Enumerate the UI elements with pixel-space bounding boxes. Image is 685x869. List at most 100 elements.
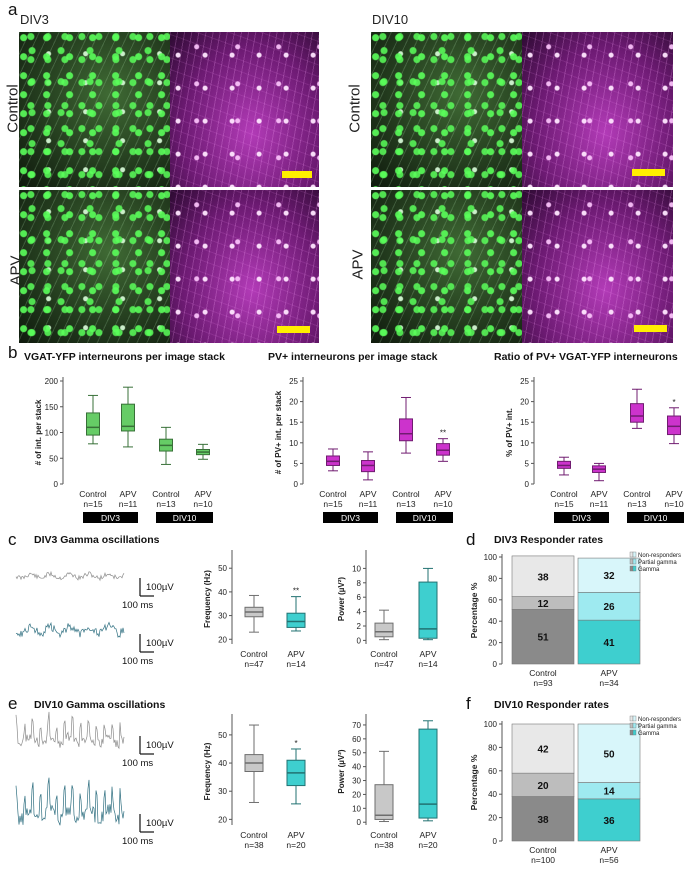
scale-bar-time: 100 ms xyxy=(122,758,153,769)
legend-swatch xyxy=(632,729,637,736)
x-group-label: Control xyxy=(240,649,268,659)
bar-segment-gamma xyxy=(577,798,641,842)
y-tick-label: 20 xyxy=(488,639,497,648)
bar-segment-non xyxy=(577,723,641,783)
significance-star: * xyxy=(294,739,297,748)
legend-label: Non-responders xyxy=(638,717,681,723)
legend-label: Partial gamma xyxy=(638,724,677,730)
x-group-n: n=34 xyxy=(599,678,618,688)
y-tick-label: 8 xyxy=(357,579,362,588)
y-tick-label: 80 xyxy=(488,743,497,752)
x-group-label: APV xyxy=(287,830,304,840)
x-group-n: n=11 xyxy=(590,499,609,509)
micrograph-div3-control-yfp xyxy=(19,32,170,187)
y-tick-label: 30 xyxy=(352,777,361,786)
y-axis-label: % of PV+ int. xyxy=(505,408,514,457)
y-tick-label: 20 xyxy=(352,790,361,799)
y-tick-label: 5 xyxy=(294,459,299,468)
subplot-title: VGAT-YFP interneurons per image stack xyxy=(24,351,225,363)
panel-d-chart: 0 20 40 60 80 100 Percentage % 51 12 38 Controln=9… xyxy=(469,551,681,688)
bar-segment-label: 41 xyxy=(603,638,615,649)
x-group-label: Control xyxy=(240,830,268,840)
y-tick-label: 70 xyxy=(352,721,361,730)
micrograph-div3-apv-yfp xyxy=(19,190,170,343)
col-label-div3: DIV3 xyxy=(20,12,49,27)
legend-swatch xyxy=(629,722,634,729)
y-tick-label: 50 xyxy=(49,454,58,463)
box xyxy=(436,443,450,456)
y-tick-label: 0 xyxy=(525,480,530,489)
x-group-n: n=38 xyxy=(244,840,263,850)
bar-segment-gamma xyxy=(511,796,575,842)
x-group-n: n=10 xyxy=(433,499,452,509)
legend-label: Non-responders xyxy=(638,553,681,559)
legend-swatch xyxy=(632,722,637,729)
y-axis-label: Percentage % xyxy=(469,582,479,638)
y-tick-label: 30 xyxy=(218,612,227,621)
trace-apv xyxy=(15,621,125,639)
y-tick-label: 25 xyxy=(289,377,298,386)
scale-bar-voltage: 100µV xyxy=(146,818,174,829)
x-group-label: Control xyxy=(370,649,398,659)
y-tick-label: 0 xyxy=(54,480,59,489)
y-tick-label: 40 xyxy=(488,617,497,626)
box xyxy=(374,622,394,638)
micrograph-div3-apv-pv xyxy=(170,190,319,343)
micrograph-div10-control-yfp xyxy=(371,32,522,187)
y-tick-label: 80 xyxy=(488,574,497,583)
significance-star: * xyxy=(672,398,675,407)
y-tick-label: 20 xyxy=(218,815,227,824)
x-group-label: Control xyxy=(529,668,557,678)
bar-segment-label: 14 xyxy=(603,787,615,798)
legend-swatch xyxy=(629,558,634,565)
y-tick-label: 10 xyxy=(352,564,361,573)
x-group-label: Control xyxy=(152,489,180,499)
box xyxy=(418,728,438,819)
legend-swatch xyxy=(629,565,634,572)
scale-bar xyxy=(277,326,310,333)
y-tick-label: 50 xyxy=(352,749,361,758)
scale-bar xyxy=(632,169,665,176)
div-badge-label: DIV3 xyxy=(101,513,120,523)
y-tick-label: 0 xyxy=(493,660,498,669)
bar-segment-non xyxy=(511,723,575,774)
panel-label-c: c xyxy=(8,530,17,549)
x-group-n: n=15 xyxy=(554,499,573,509)
bar-segment-label: 50 xyxy=(603,749,615,760)
panel-c-title: DIV3 Gamma oscillations xyxy=(34,534,160,546)
x-group-n: n=13 xyxy=(627,499,646,509)
bar-segment-label: 38 xyxy=(537,572,549,583)
box xyxy=(418,581,438,639)
scale-bar-time: 100 ms xyxy=(122,600,153,611)
y-tick-label: 2 xyxy=(357,622,362,631)
bar-segment-non xyxy=(511,555,575,597)
trace-control xyxy=(15,570,125,582)
bar-segment-label: 51 xyxy=(537,633,549,644)
legend-swatch xyxy=(632,558,637,565)
x-group-label: APV xyxy=(600,668,617,678)
y-tick-label: 20 xyxy=(289,398,298,407)
y-tick-label: 10 xyxy=(520,439,529,448)
x-group-label: APV xyxy=(600,845,617,855)
panel-f-chart: 0 20 40 60 80 100 Percentage % 38 20 42 Controln=1… xyxy=(469,715,681,865)
x-group-label: APV xyxy=(590,489,607,499)
panel-b-chart: VGAT-YFP interneurons per image stack050… xyxy=(24,351,684,523)
x-group-n: n=38 xyxy=(374,840,393,850)
y-axis-label: Frequency (Hz) xyxy=(203,742,212,800)
scale-bar xyxy=(634,325,667,332)
bar-segment-label: 32 xyxy=(603,571,615,582)
x-group-label: Control xyxy=(79,489,107,499)
y-tick-label: 30 xyxy=(218,787,227,796)
bar-segment-label: 20 xyxy=(537,781,549,792)
y-tick-label: 40 xyxy=(218,759,227,768)
bar-segment-label: 42 xyxy=(537,745,549,756)
legend-label: Gamma xyxy=(638,731,660,737)
x-group-n: n=56 xyxy=(599,855,618,865)
div-badge xyxy=(156,512,213,523)
x-group-n: n=10 xyxy=(193,499,212,509)
x-group-label: APV xyxy=(419,830,436,840)
panel-d-title: DIV3 Responder rates xyxy=(494,534,604,546)
micrograph-div10-apv-pv xyxy=(522,190,673,343)
